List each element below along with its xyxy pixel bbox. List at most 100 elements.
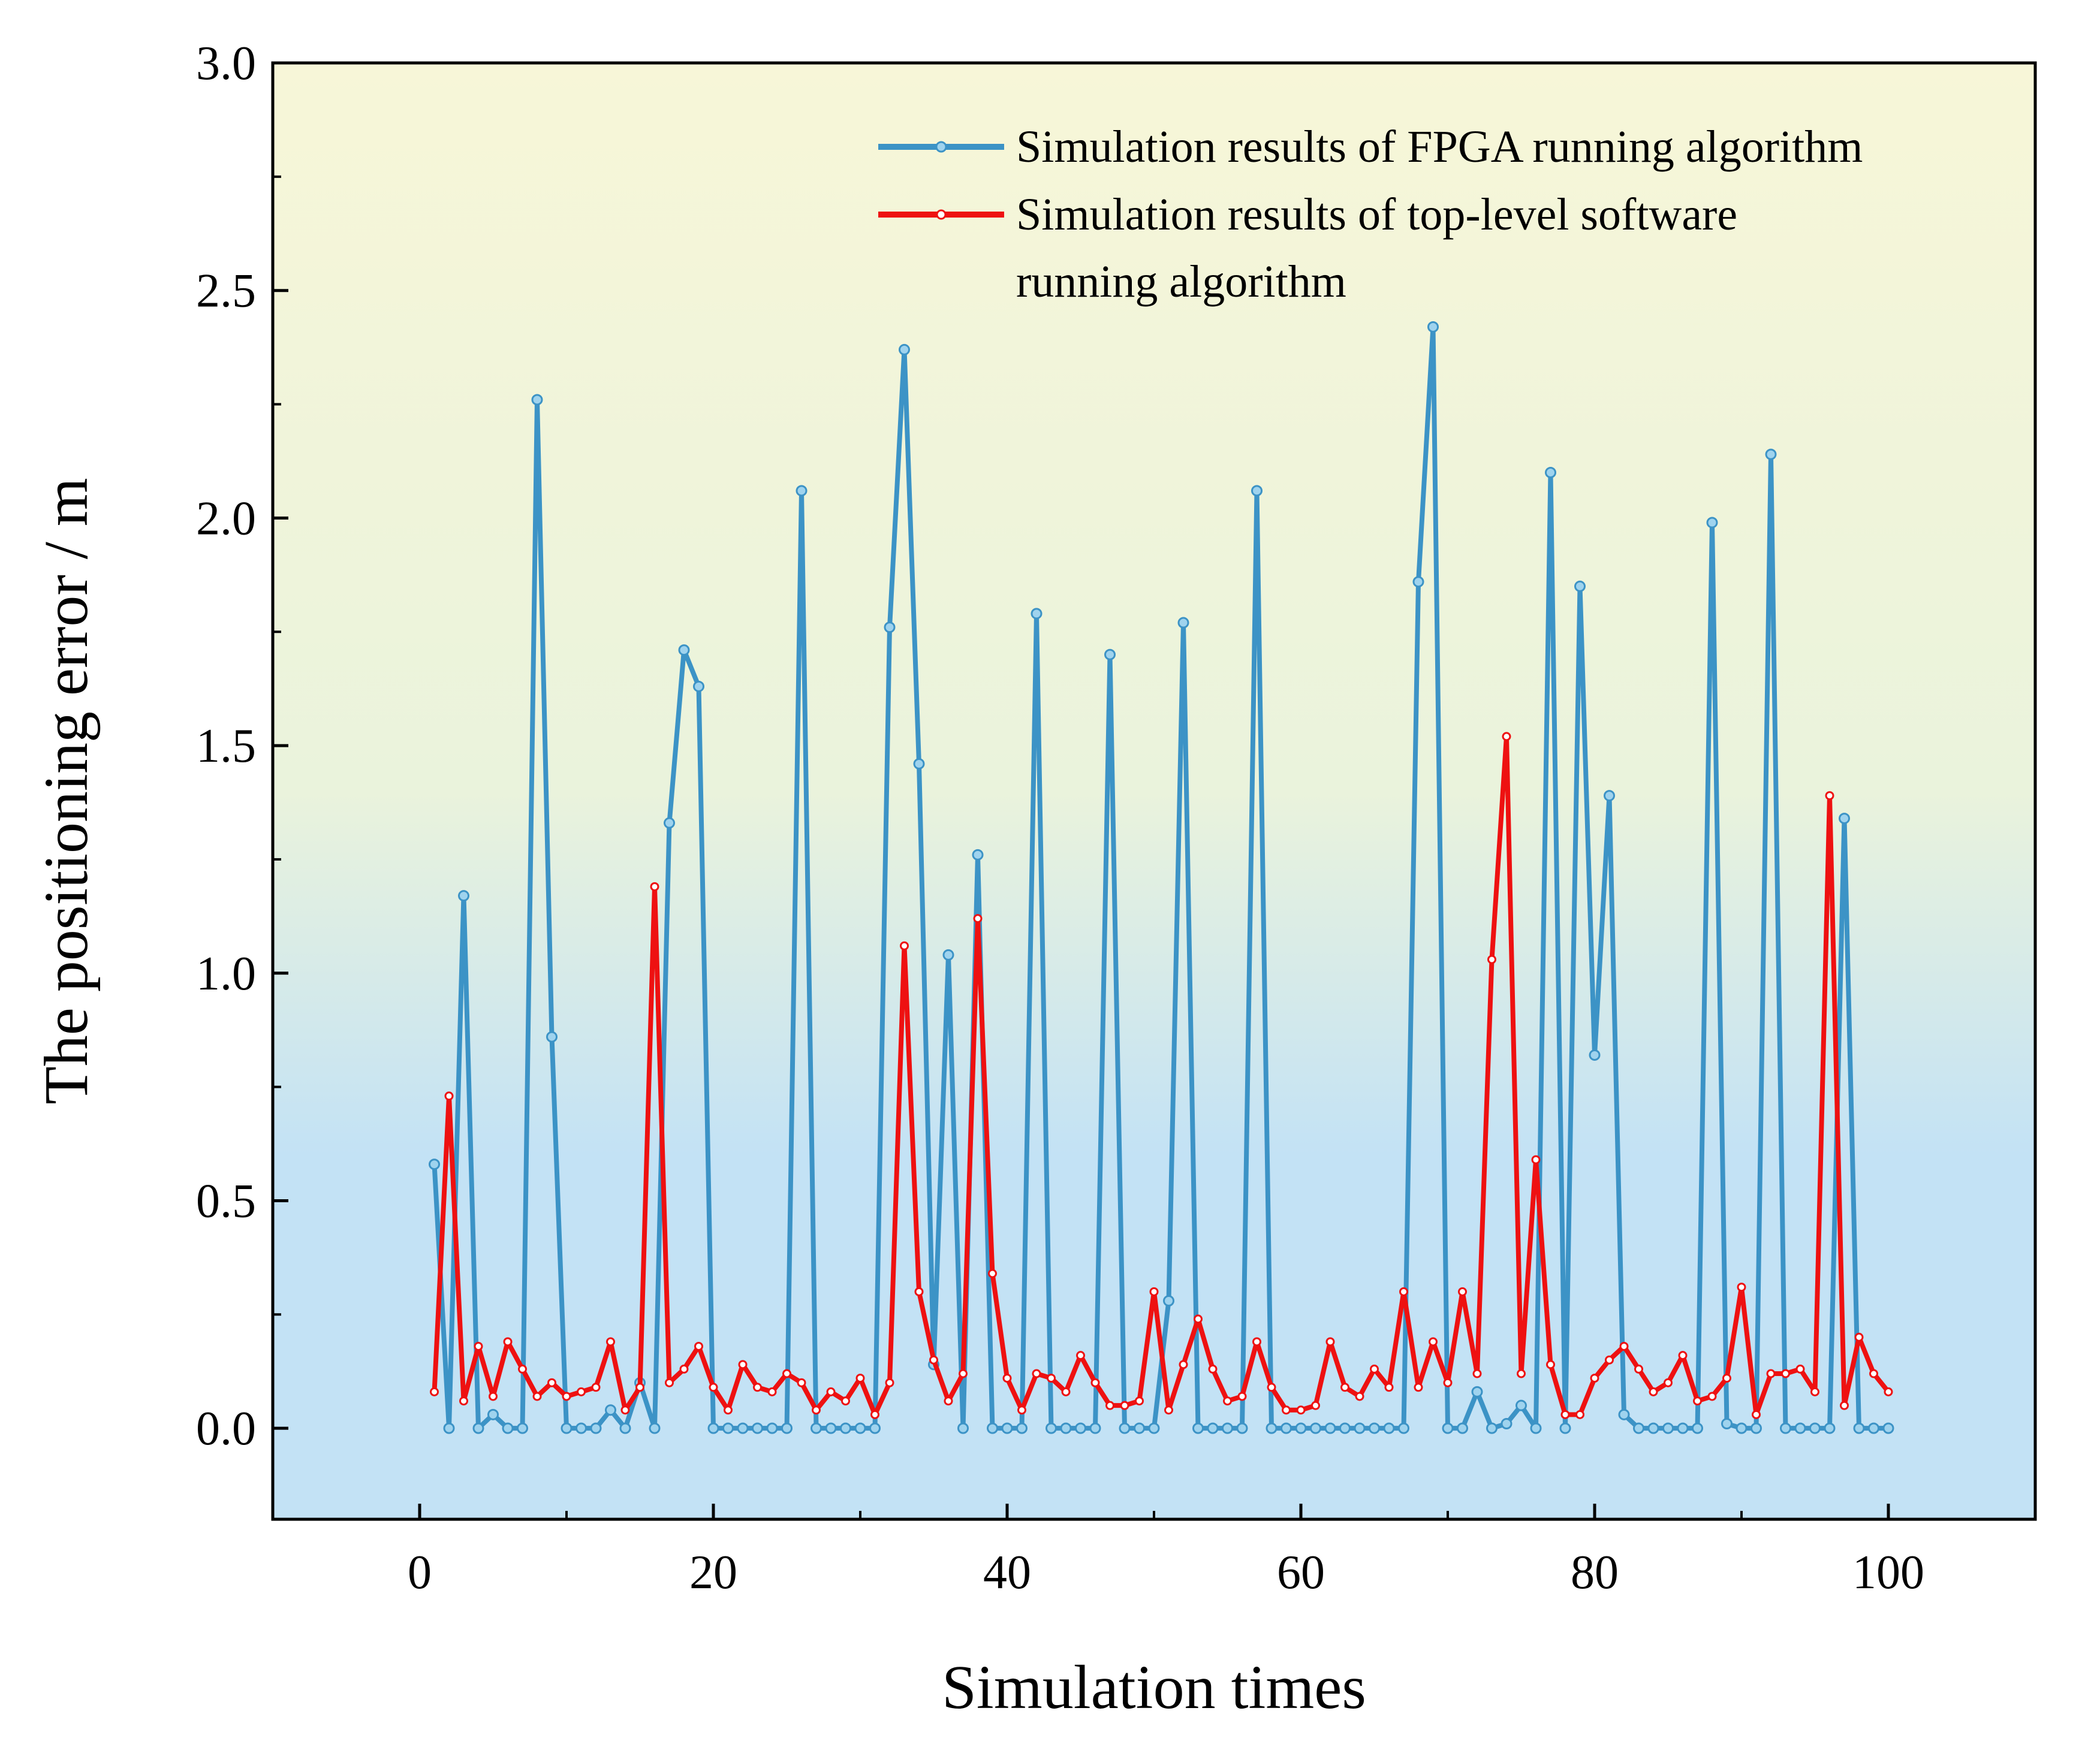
series-1-point: [1207, 1422, 1219, 1434]
series-1-point: [1765, 448, 1777, 460]
series-1-point: [1559, 1422, 1571, 1434]
series-1-point: [1324, 1422, 1336, 1434]
x-tick-label: 40: [983, 1546, 1031, 1599]
series-2-point: [1664, 1378, 1673, 1387]
y-tick-label: 1.5: [196, 720, 256, 773]
y-tick-label: 2.0: [196, 492, 256, 545]
series-2-point: [1223, 1396, 1232, 1406]
series-2-point: [1384, 1383, 1394, 1392]
x-axis-title: Simulation times: [942, 1653, 1366, 1722]
y-tick-label: 0.0: [196, 1402, 256, 1455]
series-2-point: [1047, 1374, 1056, 1383]
series-1-point: [1001, 1422, 1013, 1434]
legend-marker-fpga: [935, 141, 947, 153]
series-2-point: [1575, 1410, 1584, 1419]
series-1-point: [1677, 1422, 1689, 1434]
series-2-point: [1854, 1332, 1864, 1342]
plot-frame: [271, 61, 2037, 1521]
series-2-point: [1296, 1405, 1306, 1415]
series-1-point: [884, 621, 896, 633]
series-1-point: [1457, 1422, 1468, 1434]
series-1-point: [1134, 1422, 1145, 1434]
series-2-point: [1825, 791, 1834, 801]
series-2-point: [1590, 1374, 1599, 1383]
series-2-point: [577, 1387, 586, 1396]
legend-label-software: Simulation results of top-level software…: [1016, 189, 1749, 307]
x-tick-label: 80: [1571, 1546, 1619, 1599]
series-2-point: [665, 1378, 674, 1387]
series-1-point: [1060, 1422, 1072, 1434]
series-2-point: [1032, 1369, 1041, 1378]
series-1-point: [1442, 1422, 1454, 1434]
series-2-point: [1502, 732, 1511, 741]
series-1-point: [1016, 1422, 1028, 1434]
series-1-point: [1824, 1422, 1836, 1434]
series-1-point: [693, 680, 704, 692]
series-2-point: [1237, 1392, 1247, 1401]
y-tick-label: 3.0: [196, 37, 256, 90]
series-1-point: [1736, 1422, 1748, 1434]
series-2-point: [944, 1396, 953, 1406]
series-2-point: [709, 1383, 718, 1392]
legend-label-software-line-2: running algorithm: [1016, 257, 1346, 307]
series-2-point: [1752, 1410, 1761, 1419]
series-2-point: [1840, 1401, 1849, 1410]
series-1-point: [1383, 1422, 1395, 1434]
series-1-point: [502, 1422, 514, 1434]
series-2-point: [694, 1341, 703, 1351]
series-2-point: [1355, 1392, 1364, 1401]
x-tick-label: 20: [689, 1546, 737, 1599]
series-1-point: [752, 1422, 763, 1434]
series-2-point: [1619, 1341, 1629, 1351]
series-1-point: [942, 949, 954, 961]
series-1-point: [1868, 1422, 1879, 1434]
series-1-point: [664, 817, 675, 829]
series-1-point: [1633, 1422, 1644, 1434]
series-1-point: [1310, 1422, 1321, 1434]
series-2-point: [1135, 1396, 1144, 1406]
series-2-point: [1605, 1355, 1614, 1365]
series-1-point: [1031, 608, 1043, 620]
series-1-point: [1089, 1422, 1101, 1434]
series-2-point: [444, 1091, 454, 1101]
series-1-point: [1839, 813, 1850, 825]
series-2-point: [606, 1337, 615, 1347]
series-2-point: [1061, 1387, 1071, 1396]
series-2-point: [1311, 1401, 1320, 1410]
x-tick-label: 60: [1277, 1546, 1325, 1599]
series-1-point: [1486, 1422, 1498, 1434]
series-1-point: [913, 758, 925, 770]
series-1-point: [1882, 1422, 1894, 1434]
axis-ticks: 0 20 40 60 80 100 0.0 0.5 1.0 1.5 2.0 2.5 3.0: [196, 37, 1924, 1599]
series-1-point: [487, 1408, 499, 1420]
series-1-point: [1236, 1422, 1248, 1434]
series-2-point: [1693, 1396, 1702, 1406]
series-2-point: [1194, 1314, 1203, 1324]
series-2-point: [1795, 1364, 1805, 1374]
series-2-point: [1869, 1369, 1878, 1378]
series-1-point: [1177, 617, 1189, 629]
series-1-point: [531, 394, 543, 406]
series-2-point: [1002, 1374, 1012, 1383]
series-1-point: [722, 1422, 734, 1434]
series-1-point: [1075, 1422, 1086, 1434]
x-tick-label: 100: [1852, 1546, 1924, 1599]
series-2-point: [1546, 1360, 1555, 1369]
series-2-point: [959, 1369, 968, 1378]
series-1-point: [1251, 485, 1263, 497]
series-1-point: [561, 1422, 573, 1434]
series-2-point: [474, 1341, 483, 1351]
series-1-point: [1545, 466, 1556, 478]
x-tick-label: 0: [408, 1546, 432, 1599]
series-1-point: [517, 1422, 528, 1434]
series-1-point: [899, 343, 910, 355]
series-2-point: [1090, 1378, 1100, 1387]
series-1-point: [840, 1422, 851, 1434]
series-2-point: [1370, 1364, 1379, 1374]
series-1-point: [1692, 1422, 1703, 1434]
series-1-point: [1574, 580, 1586, 592]
series-2-point: [826, 1387, 836, 1396]
series-2-point: [1634, 1364, 1643, 1374]
series-2-point: [812, 1405, 821, 1415]
series-1-point: [1104, 648, 1116, 660]
